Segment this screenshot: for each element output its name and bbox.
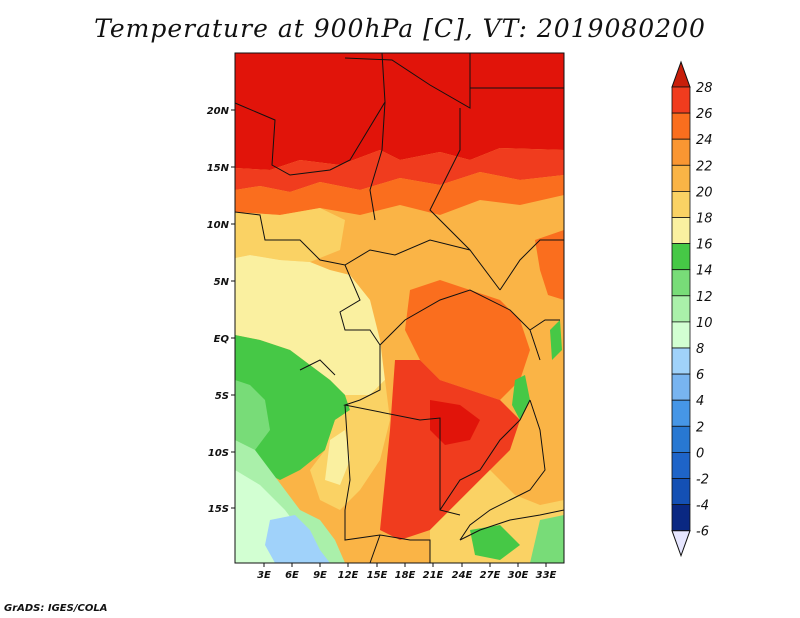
lon-label-6e: 6E <box>285 570 299 581</box>
colorbar-box <box>671 269 691 297</box>
colorbar-box <box>671 399 691 427</box>
colorbar-label: 10 <box>696 316 713 331</box>
colorbar-label: 14 <box>696 264 713 279</box>
colorbar-label: 12 <box>696 290 713 305</box>
colorbar-box <box>671 86 691 114</box>
grads-credit: GrADS: IGES/COLA <box>4 603 108 614</box>
lat-label-15n: 15N <box>207 163 230 174</box>
lat-label-10s: 10S <box>208 448 229 459</box>
longitude-labels: 3E 6E 9E 12E 15E 18E 21E 24E 27E 30E 33E <box>257 570 556 581</box>
colorbar-box <box>671 425 691 453</box>
lat-label-5s: 5S <box>215 391 229 402</box>
colorbar-label: 26 <box>696 107 713 122</box>
lon-label-3e: 3E <box>257 570 271 581</box>
longitude-axis <box>263 563 547 567</box>
colorbar-box <box>671 373 691 401</box>
colorbar-label: 2 <box>696 420 704 435</box>
colorbar-box <box>671 451 691 479</box>
map-frame <box>234 52 565 564</box>
temperature-field <box>235 53 564 563</box>
colorbar-label: 20 <box>696 185 713 200</box>
lat-label-5n: 5N <box>214 277 230 288</box>
colorbar-box <box>671 243 691 271</box>
lon-label-12e: 12E <box>338 570 359 581</box>
colorbar-bottom-arrow <box>671 530 691 558</box>
lon-label-30e: 30E <box>508 570 529 581</box>
lat-label-20n: 20N <box>207 106 230 117</box>
colorbar-box <box>671 190 691 218</box>
colorbar-box <box>671 112 691 140</box>
lon-label-15e: 15E <box>367 570 388 581</box>
lon-label-21e: 21E <box>423 570 444 581</box>
colorbar-label: 24 <box>696 133 713 148</box>
colorbar-top-arrow <box>671 60 691 88</box>
colorbar-label: -6 <box>696 525 709 540</box>
lon-label-27e: 27E <box>480 570 501 581</box>
colorbar-label: 28 <box>696 81 713 96</box>
colorbar-label: 4 <box>696 394 704 409</box>
colorbar-label: 16 <box>696 238 713 253</box>
lat-label-10n: 10N <box>207 220 230 231</box>
colorbar-box <box>671 295 691 323</box>
map-title: Temperature at 900hPa [C], VT: 201908020… <box>94 14 706 43</box>
colorbar-label: 18 <box>696 212 713 227</box>
colorbar-label: 8 <box>696 342 704 357</box>
colorbar-label: 22 <box>696 159 713 174</box>
colorbar-box <box>671 347 691 375</box>
lon-label-24e: 24E <box>452 570 473 581</box>
colorbar-box <box>671 164 691 192</box>
colorbar-label: -2 <box>696 473 709 488</box>
colorbar-box <box>671 504 691 532</box>
country-borders <box>234 52 565 564</box>
lon-label-33e: 33E <box>536 570 557 581</box>
colorbar-box <box>671 321 691 349</box>
lon-label-9e: 9E <box>313 570 327 581</box>
colorbar-label: 0 <box>696 446 704 461</box>
latitude-labels: 20N 15N 10N 5N EQ 5S 10S 15S <box>207 106 230 515</box>
lat-label-eq: EQ <box>214 334 230 345</box>
colorbar-label: -4 <box>696 499 709 514</box>
latitude-axis <box>231 109 235 509</box>
colorbar-label: 6 <box>696 368 704 383</box>
lat-label-15s: 15S <box>208 504 229 515</box>
colorbar-box <box>671 478 691 506</box>
colorbar-box <box>671 217 691 245</box>
colorbar-box <box>671 138 691 166</box>
lon-label-18e: 18E <box>395 570 416 581</box>
